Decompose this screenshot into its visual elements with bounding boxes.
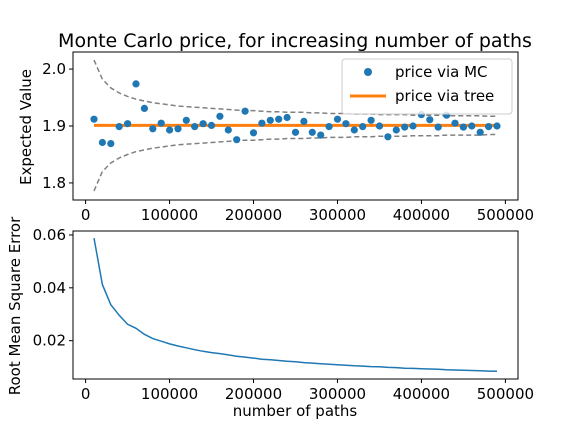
mc-point bbox=[300, 117, 308, 125]
top-y-tick-label: 1.8 bbox=[42, 174, 66, 192]
mc-point bbox=[468, 122, 476, 130]
lower-confidence-band bbox=[93, 133, 497, 192]
mc-point bbox=[409, 122, 417, 130]
mc-point bbox=[308, 128, 316, 136]
legend-box bbox=[341, 58, 513, 115]
mc-point bbox=[233, 136, 241, 144]
mc-point bbox=[191, 123, 199, 131]
top-y-ticks: 1.8 1.9 2.0 bbox=[42, 60, 73, 192]
legend-tree-label: price via tree bbox=[395, 87, 494, 105]
legend-mc-marker bbox=[364, 68, 372, 76]
bottom-y-tick-label: 0.02 bbox=[33, 332, 66, 350]
mc-point bbox=[367, 116, 375, 124]
mc-point bbox=[283, 113, 291, 122]
mc-point bbox=[485, 123, 493, 131]
mc-point bbox=[359, 123, 367, 131]
mc-point bbox=[325, 123, 333, 131]
bottom-chart-y-axis-label: Root Mean Square Error bbox=[6, 216, 24, 395]
mc-point bbox=[174, 125, 182, 133]
bottom-x-tick-label: 200000 bbox=[225, 385, 282, 403]
top-chart-title: Monte Carlo price, for increasing number… bbox=[58, 30, 532, 52]
top-x-ticks: 0 100000 200000 300000 400000 500000 bbox=[81, 200, 534, 224]
legend: price via MC price via tree bbox=[341, 58, 513, 115]
top-x-tick-label: 500000 bbox=[477, 206, 534, 224]
mc-point bbox=[401, 123, 409, 131]
mc-point bbox=[258, 119, 266, 127]
top-x-tick-label: 0 bbox=[81, 206, 91, 224]
mc-point bbox=[392, 126, 400, 134]
mc-point bbox=[476, 128, 484, 136]
mc-point bbox=[216, 112, 224, 120]
mc-point bbox=[266, 116, 274, 124]
mc-point bbox=[98, 138, 106, 147]
upper-confidence-band bbox=[93, 59, 497, 118]
mc-point bbox=[166, 126, 174, 134]
mc-point bbox=[342, 120, 350, 128]
mc-point bbox=[350, 126, 358, 134]
bottom-x-tick-label: 0 bbox=[81, 385, 91, 403]
bottom-x-ticks: 0 100000 200000 300000 400000 500000 bbox=[81, 379, 534, 403]
mc-point bbox=[124, 120, 132, 128]
mc-point bbox=[451, 119, 459, 127]
mc-point bbox=[291, 128, 300, 136]
mc-point bbox=[199, 120, 207, 128]
top-chart-y-axis-label: Expected Value bbox=[17, 69, 35, 185]
mc-point bbox=[90, 115, 98, 123]
bottom-x-tick-label: 400000 bbox=[393, 385, 450, 403]
mc-point bbox=[224, 126, 232, 134]
mc-point bbox=[115, 123, 123, 131]
top-x-tick-label: 400000 bbox=[393, 206, 450, 224]
top-x-tick-label: 100000 bbox=[141, 206, 198, 224]
bottom-y-tick-label: 0.06 bbox=[33, 226, 66, 244]
mc-point bbox=[249, 129, 258, 137]
mc-point bbox=[149, 125, 157, 133]
bottom-x-tick-label: 300000 bbox=[309, 385, 366, 403]
top-plot-frame bbox=[72, 51, 519, 201]
mc-point bbox=[426, 116, 434, 124]
bottom-rmse-line bbox=[93, 237, 498, 373]
mc-point bbox=[157, 119, 165, 127]
mc-point bbox=[107, 140, 115, 148]
mc-point bbox=[384, 133, 392, 141]
bottom-y-tick-label: 0.04 bbox=[33, 279, 66, 297]
bottom-chart-x-axis-label: number of paths bbox=[233, 402, 358, 420]
mc-point bbox=[375, 122, 384, 130]
mc-point bbox=[317, 131, 325, 139]
mc-point bbox=[241, 107, 249, 115]
mc-point bbox=[275, 115, 283, 123]
mc-point bbox=[434, 123, 442, 131]
mc-point bbox=[140, 104, 148, 112]
mc-point bbox=[459, 123, 467, 131]
top-x-tick-label: 200000 bbox=[225, 206, 282, 224]
mc-point bbox=[182, 116, 190, 124]
top-y-tick-label: 1.9 bbox=[42, 117, 66, 135]
mc-point bbox=[132, 80, 140, 88]
bottom-y-ticks: 0.02 0.04 0.06 bbox=[33, 226, 73, 350]
top-x-tick-label: 300000 bbox=[309, 206, 366, 224]
bottom-chart: Root Mean Square Error number of paths 0… bbox=[6, 216, 534, 420]
bottom-x-tick-label: 100000 bbox=[141, 385, 198, 403]
bottom-plot-frame bbox=[72, 230, 519, 380]
top-confidence-bands bbox=[93, 59, 497, 192]
rmse-line bbox=[93, 237, 498, 373]
top-chart: Monte Carlo price, for increasing number… bbox=[17, 30, 534, 224]
mc-point bbox=[493, 122, 501, 130]
mc-point bbox=[333, 115, 342, 123]
top-mc-points bbox=[90, 80, 501, 148]
top-y-tick-label: 2.0 bbox=[42, 60, 66, 78]
bottom-x-tick-label: 500000 bbox=[477, 385, 534, 403]
legend-mc-label: price via MC bbox=[395, 63, 488, 81]
mc-point bbox=[207, 121, 216, 129]
